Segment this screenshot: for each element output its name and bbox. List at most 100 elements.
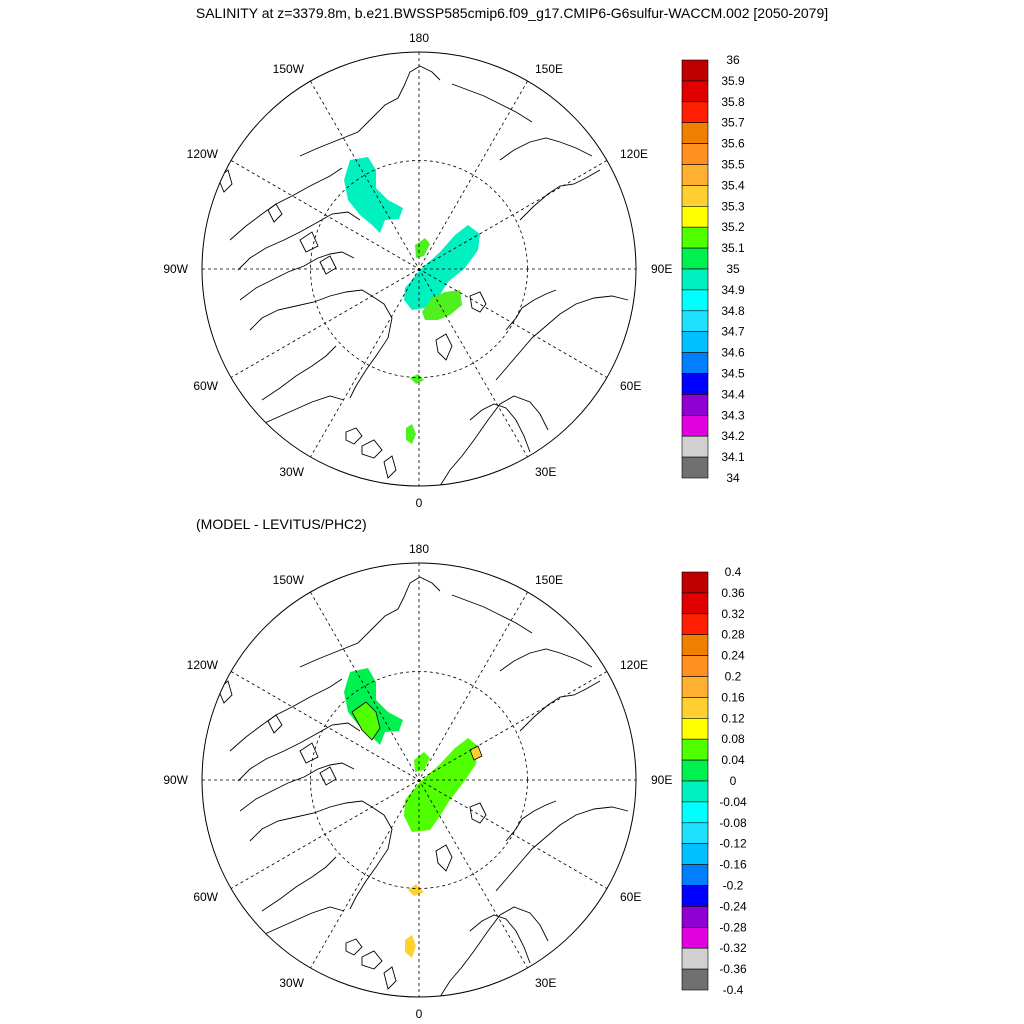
- colorbar-salinity: 36 35.9 35.8 35.7 35.6 35.5 35.4 35.3 35.2 35.1 35…: [681, 53, 745, 485]
- colorbar-top-swatch-1: [681, 80, 709, 103]
- colorbar-bottom-swatch-12: [681, 822, 709, 844]
- lon-label-60w-bottom: 60W: [193, 890, 218, 904]
- colorbar-bottom-swatch-15: [681, 885, 709, 907]
- colorbar-bottom-label-13: -0.12: [719, 837, 747, 851]
- colorbar-top-label-12: 34.8: [721, 304, 745, 318]
- colorbar-bottom-swatch-19: [681, 968, 709, 991]
- colorbar-bottom-label-7: 0.12: [721, 711, 745, 725]
- colorbar-bottom-swatch-0: [681, 571, 709, 594]
- lon-label-150w: 150W: [273, 62, 305, 76]
- colorbar-top-swatch-10: [681, 268, 709, 291]
- colorbar-bottom-swatch-16: [681, 906, 709, 928]
- salinity-patch-eurasian-basin: [404, 225, 480, 310]
- colorbar-top-label-5: 35.5: [721, 158, 745, 172]
- colorbar-top-swatch-3: [681, 122, 709, 144]
- colorbar-top-label-14: 34.6: [721, 346, 745, 360]
- colorbar-top-swatch-14: [681, 352, 709, 374]
- lon-label-150e-bottom: 150E: [535, 573, 563, 587]
- colorbar-bottom-label-17: -0.28: [719, 920, 747, 934]
- colorbar-bottom-swatch-18: [681, 947, 709, 970]
- colorbar-top-label-6: 35.4: [721, 178, 745, 192]
- colorbar-top-swatch-15: [681, 373, 709, 395]
- colorbar-bottom-label-20: -0.4: [723, 983, 744, 997]
- colorbar-top-swatch-11: [681, 289, 709, 312]
- colorbar-bottom-swatch-6: [681, 697, 709, 719]
- lon-label-90w: 90W: [163, 262, 188, 276]
- colorbar-bottom-label-14: -0.16: [719, 858, 747, 872]
- colorbar-bottom-label-16: -0.24: [719, 899, 747, 913]
- plot-title: SALINITY at z=3379.8m, b.e21.BWSSP585cmi…: [196, 5, 828, 21]
- colorbar-difference: 0.4 0.36 0.32 0.28 0.24 0.2 0.16 0.12 0.08 0.04 0 -…: [681, 565, 747, 997]
- colorbar-top-swatch-19: [681, 456, 709, 479]
- lon-label-30w-bottom: 30W: [279, 976, 304, 990]
- lon-label-120w: 120W: [187, 147, 219, 161]
- colorbar-bottom-swatch-8: [681, 738, 709, 761]
- coastlines: [217, 65, 629, 486]
- lon-label-120e-bottom: 120E: [620, 658, 648, 672]
- lon-label-30e-bottom: 30E: [535, 976, 556, 990]
- lon-label-150e: 150E: [535, 62, 563, 76]
- polar-map-salinity: 180 0 90W 90E 150W 120W 60W 30W 150E 120…: [163, 31, 672, 510]
- colorbar-bottom-label-12: -0.08: [719, 816, 747, 830]
- colorbar-top-label-13: 34.7: [721, 325, 745, 339]
- lon-label-180-bottom: 180: [409, 542, 429, 556]
- colorbar-bottom-label-9: 0.04: [721, 753, 745, 767]
- colorbar-bottom-swatch-17: [681, 926, 709, 949]
- colorbar-bottom-swatch-14: [681, 864, 709, 886]
- diff-patch-greenland-sea: [405, 935, 416, 958]
- difference-subtitle: (MODEL - LEVITUS/PHC2): [196, 516, 367, 532]
- colorbar-top-label-2: 35.8: [721, 95, 745, 109]
- colorbar-bottom-swatch-10: [681, 780, 709, 803]
- lon-label-60e-bottom: 60E: [620, 890, 641, 904]
- colorbar-bottom-label-2: 0.32: [721, 607, 745, 621]
- colorbar-top-swatch-13: [681, 331, 709, 353]
- colorbar-top-swatch-9: [681, 247, 709, 270]
- colorbar-top-swatch-2: [681, 101, 709, 124]
- salinity-patch-beaufort: [344, 157, 403, 233]
- lon-label-0-bottom: 0: [416, 1007, 423, 1021]
- diff-patch-eurasian-basin: [404, 738, 478, 832]
- colorbar-bottom-label-1: 0.36: [721, 586, 745, 600]
- salinity-patch-greenland-sea: [406, 424, 416, 444]
- colorbar-top-swatch-0: [681, 59, 709, 82]
- colorbar-top-swatch-6: [681, 185, 709, 207]
- graticule-bottom: [202, 563, 636, 997]
- lon-label-120e: 120E: [620, 147, 648, 161]
- colorbar-top-label-7: 35.3: [721, 199, 745, 213]
- colorbar-top-label-16: 34.4: [721, 387, 745, 401]
- diff-patch-beaufort-inner: [351, 701, 381, 741]
- colorbar-bottom-label-19: -0.36: [719, 962, 747, 976]
- colorbar-top-swatch-17: [681, 414, 709, 437]
- colorbar-top-label-11: 34.9: [721, 283, 745, 297]
- colorbar-top-swatch-7: [681, 206, 709, 228]
- colorbar-top-label-19: 34.1: [721, 450, 745, 464]
- lon-label-30e: 30E: [535, 465, 556, 479]
- colorbar-bottom-label-15: -0.2: [723, 879, 744, 893]
- lon-label-90w-bottom: 90W: [163, 773, 188, 787]
- colorbar-top-swatch-4: [681, 143, 709, 165]
- colorbar-top-label-18: 34.2: [721, 429, 745, 443]
- lon-label-90e: 90E: [651, 262, 672, 276]
- colorbar-bottom-swatch-9: [681, 759, 709, 782]
- colorbar-top-label-9: 35.1: [721, 241, 745, 255]
- diff-patch-fram: [408, 884, 424, 896]
- colorbar-top-label-10: 35: [726, 262, 740, 276]
- colorbar-bottom-label-18: -0.32: [719, 941, 747, 955]
- lon-label-90e-bottom: 90E: [651, 773, 672, 787]
- colorbar-bottom-swatch-13: [681, 843, 709, 865]
- colorbar-top-label-15: 34.5: [721, 367, 745, 381]
- diff-patch-lomonosov: [414, 752, 430, 772]
- lon-label-60w: 60W: [193, 379, 218, 393]
- graticule: [202, 52, 636, 486]
- colorbar-bottom-swatch-3: [681, 634, 709, 656]
- colorbar-top-swatch-5: [681, 164, 709, 186]
- difference-field: [344, 668, 483, 958]
- colorbar-bottom-swatch-2: [681, 613, 709, 635]
- colorbar-top-label-0: 36: [726, 53, 740, 67]
- map-boundary-bottom: [201, 562, 637, 998]
- colorbar-top-swatch-8: [681, 226, 709, 249]
- colorbar-bottom-label-5: 0.2: [725, 670, 742, 684]
- colorbar-top-label-1: 35.9: [721, 74, 745, 88]
- colorbar-top-swatch-18: [681, 435, 709, 458]
